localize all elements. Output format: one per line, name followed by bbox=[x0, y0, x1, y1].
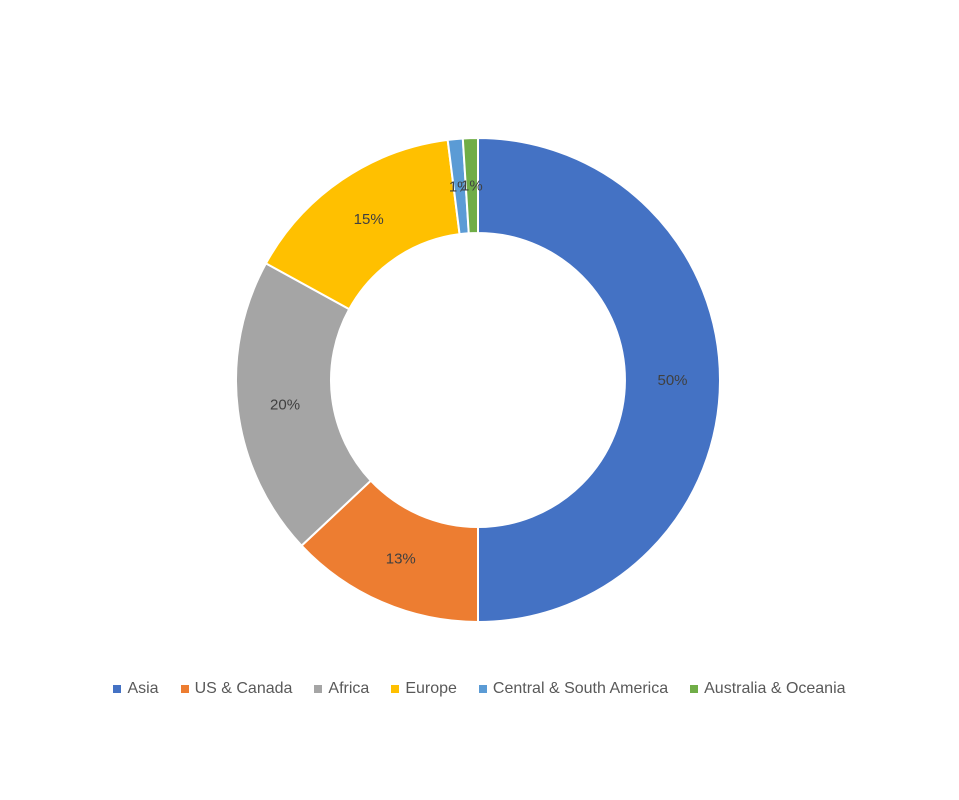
legend-item-europe: Europe bbox=[391, 680, 457, 698]
data-label-africa: 20% bbox=[270, 396, 300, 413]
legend-swatch-australia-oceania bbox=[690, 685, 699, 693]
legend-label-central-south-america: Central & South America bbox=[492, 680, 669, 697]
legend-swatch-asia bbox=[113, 685, 122, 693]
data-label-europe: 15% bbox=[354, 211, 384, 228]
legend-item-australia-oceania: Australia & Oceania bbox=[690, 680, 846, 698]
legend-item-us-canada: US & Canada bbox=[180, 680, 293, 698]
legend: Asia US & Canada Africa Europe Central &… bbox=[0, 680, 959, 698]
legend-item-asia: Asia bbox=[113, 680, 159, 698]
slice-australia-oceania bbox=[461, 136, 479, 235]
legend-label-us-canada: US & Canada bbox=[194, 680, 293, 697]
slice-asia bbox=[477, 136, 721, 624]
legend-swatch-central-south-america bbox=[478, 685, 487, 693]
legend-label-asia: Asia bbox=[127, 680, 159, 697]
legend-item-africa: Africa bbox=[314, 680, 369, 698]
legend-label-europe: Europe bbox=[405, 680, 457, 697]
data-label-asia: 50% bbox=[657, 372, 687, 389]
data-label-us-canada: 13% bbox=[386, 551, 416, 568]
legend-swatch-us-canada bbox=[180, 685, 189, 693]
doughnut-svg: 50%13%20%15%1%1% bbox=[235, 136, 721, 624]
data-label-australia-oceania: 1% bbox=[461, 178, 483, 195]
slice-africa bbox=[235, 262, 373, 548]
legend-swatch-europe bbox=[391, 685, 400, 693]
legend-label-africa: Africa bbox=[328, 680, 370, 697]
legend-item-central-south-america: Central & South America bbox=[478, 680, 669, 698]
legend-swatch-africa bbox=[314, 685, 323, 693]
legend-label-australia-oceania: Australia & Oceania bbox=[704, 680, 846, 697]
